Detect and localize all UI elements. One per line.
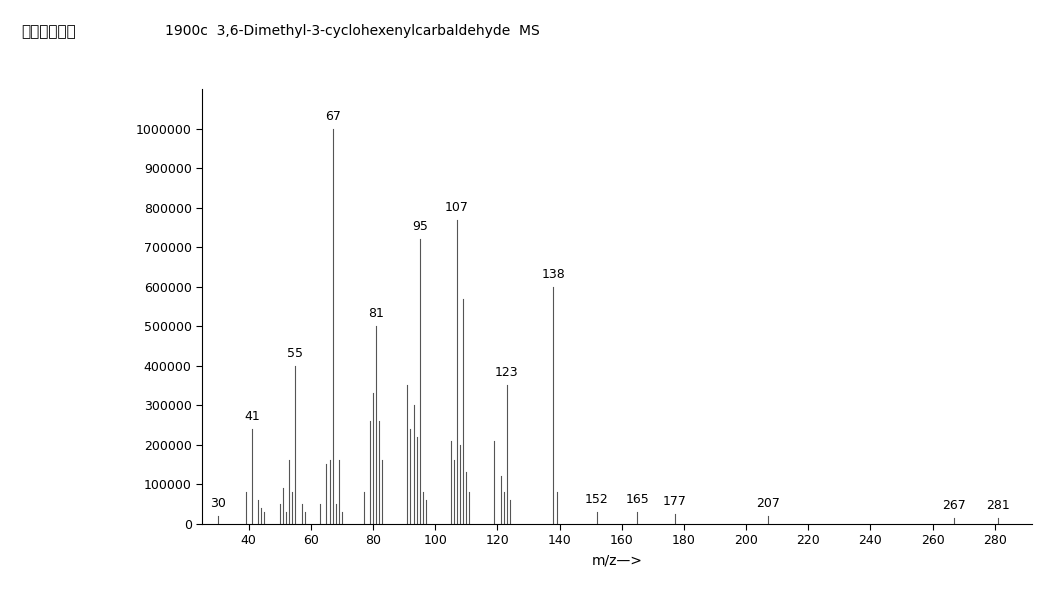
Text: 107: 107 bbox=[445, 201, 469, 214]
Text: 81: 81 bbox=[368, 307, 384, 320]
Text: 30: 30 bbox=[210, 497, 226, 510]
Text: 67: 67 bbox=[325, 110, 340, 123]
Text: 152: 152 bbox=[585, 493, 609, 506]
Text: 138: 138 bbox=[542, 268, 565, 281]
Text: 123: 123 bbox=[495, 367, 518, 380]
Text: 41: 41 bbox=[244, 410, 260, 423]
Text: 281: 281 bbox=[986, 499, 1010, 512]
Text: 165: 165 bbox=[626, 493, 649, 506]
Text: 207: 207 bbox=[755, 497, 780, 510]
Text: 55: 55 bbox=[287, 347, 303, 360]
Text: 95: 95 bbox=[412, 220, 428, 233]
Text: 267: 267 bbox=[943, 499, 966, 512]
X-axis label: m/z—>: m/z—> bbox=[592, 554, 643, 568]
Text: アバンダンス: アバンダンス bbox=[21, 24, 76, 39]
Text: 1900c  3,6-Dimethyl-3-cyclohexenylcarbaldehyde  MS: 1900c 3,6-Dimethyl-3-cyclohexenylcarbald… bbox=[165, 24, 539, 38]
Text: 177: 177 bbox=[663, 495, 686, 508]
